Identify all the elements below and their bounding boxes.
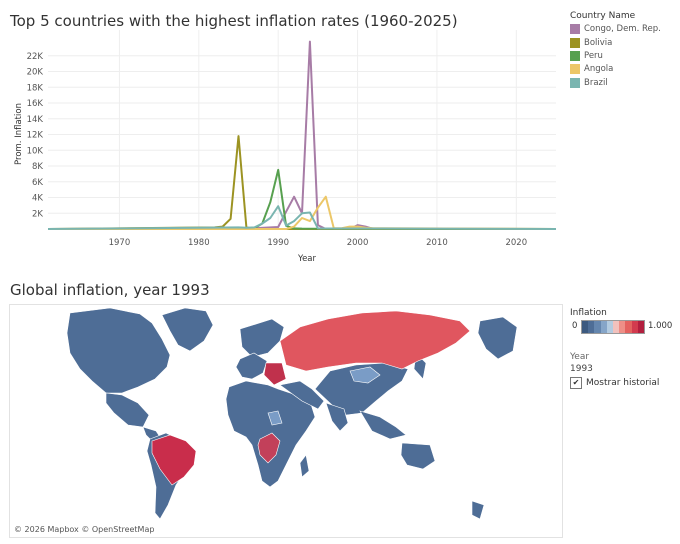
world-map[interactable]: © 2026 Mapbox © OpenStreetMap [9,304,563,538]
history-toggle[interactable]: ✔ Mostrar historial [570,377,659,389]
map-country-ukraine[interactable] [263,362,287,386]
legend-label: Peru [584,51,603,61]
map-country-brazil[interactable] [151,434,197,486]
legend-label: Bolivia [584,38,613,48]
year-value: 1993 [570,364,593,374]
legend-label: Congo, Dem. Rep. [584,24,661,34]
world-map-canvas[interactable] [10,305,562,537]
x-tick-label: 2000 [347,238,369,248]
legend-swatch [570,78,580,88]
map-country[interactable] [477,316,518,360]
legend-item-bolivia[interactable]: Bolivia [570,37,612,49]
x-tick-label: 1990 [267,238,289,248]
legend-swatch [570,64,580,74]
line-series-congo-dem-rep[interactable] [48,40,374,230]
map-country-mongolia[interactable] [349,366,381,384]
color-ramp-step [600,321,607,333]
color-ramp-step [625,321,632,333]
map-country-light[interactable] [267,410,283,426]
color-ramp-step [613,321,620,333]
map-legend-min: 0 [572,321,578,331]
chart-ticks: 2K 4K 6K 8K 10K 12K 14K 16K 18K 20K 22K 1970 1980 199… [27,52,528,248]
x-tick-label: 1970 [109,238,131,248]
x-tick-label: 2010 [426,238,448,248]
y-tick-label: 10K [27,146,44,156]
legend-item-angola[interactable]: Angola [570,63,613,75]
map-country[interactable] [471,500,485,520]
map-country[interactable] [105,392,150,428]
map-title: Global inflation, year 1993 [10,281,210,299]
y-tick-label: 20K [27,68,44,78]
map-country[interactable] [400,442,436,470]
map-country-congo[interactable] [257,432,281,464]
y-tick-label: 12K [27,131,44,141]
chart-gridlines [48,30,556,230]
map-country[interactable] [66,307,171,394]
color-ramp-step [588,321,595,333]
color-ramp-step [606,321,614,333]
y-tick-label: 16K [27,99,44,109]
color-ramp-step [619,321,626,333]
chart-lines [47,40,557,230]
color-ramp-step [631,321,638,333]
year-label: Year [570,352,590,362]
y-tick-label: 4K [32,194,43,204]
map-country[interactable] [235,352,268,380]
map-country[interactable] [239,318,285,358]
line-chart: 2K 4K 6K 8K 10K 12K 14K 16K 18K 20K 22K 1970 1980 199… [14,30,557,264]
color-ramp-step [582,321,589,333]
legend-label: Brazil [584,78,608,88]
y-tick-label: 2K [32,209,43,219]
y-axis-label: Prom. Inflation [14,103,24,165]
legend-item-brazil[interactable]: Brazil [570,77,608,89]
color-ramp-step [637,321,645,333]
map-country-russia[interactable] [279,310,471,372]
map-country[interactable] [279,380,325,410]
map-legend-title: Inflation [570,308,607,318]
y-tick-label: 22K [27,52,44,62]
legend-item-peru[interactable]: Peru [570,50,603,62]
chart-title: Top 5 countries with the highest inflati… [10,12,458,30]
legend-swatch [570,38,580,48]
y-tick-label: 8K [32,162,43,172]
map-attribution[interactable]: © 2026 Mapbox © OpenStreetMap [14,525,155,534]
legend-swatch [570,51,580,61]
history-label: Mostrar historial [586,378,660,388]
map-country[interactable] [359,410,407,440]
y-tick-label: 6K [32,178,43,188]
map-color-ramp [581,320,645,334]
history-checkbox[interactable]: ✔ [570,377,582,389]
legend-label: Angola [584,64,614,74]
map-country[interactable] [299,454,310,478]
x-axis-label: Year [297,254,317,264]
y-tick-label: 18K [27,83,44,93]
x-tick-label: 2020 [505,238,527,248]
map-legend-max: 1.000 [648,321,673,331]
legend-title: Country Name [570,11,636,21]
map-country[interactable] [161,307,214,352]
map-country[interactable] [325,402,349,432]
color-ramp-step [594,321,601,333]
legend-swatch [570,24,580,34]
line-series-brazil[interactable] [47,205,557,230]
y-tick-label: 14K [27,115,44,125]
legend-item-congo[interactable]: Congo, Dem. Rep. [570,23,661,35]
x-tick-label: 1980 [188,238,210,248]
